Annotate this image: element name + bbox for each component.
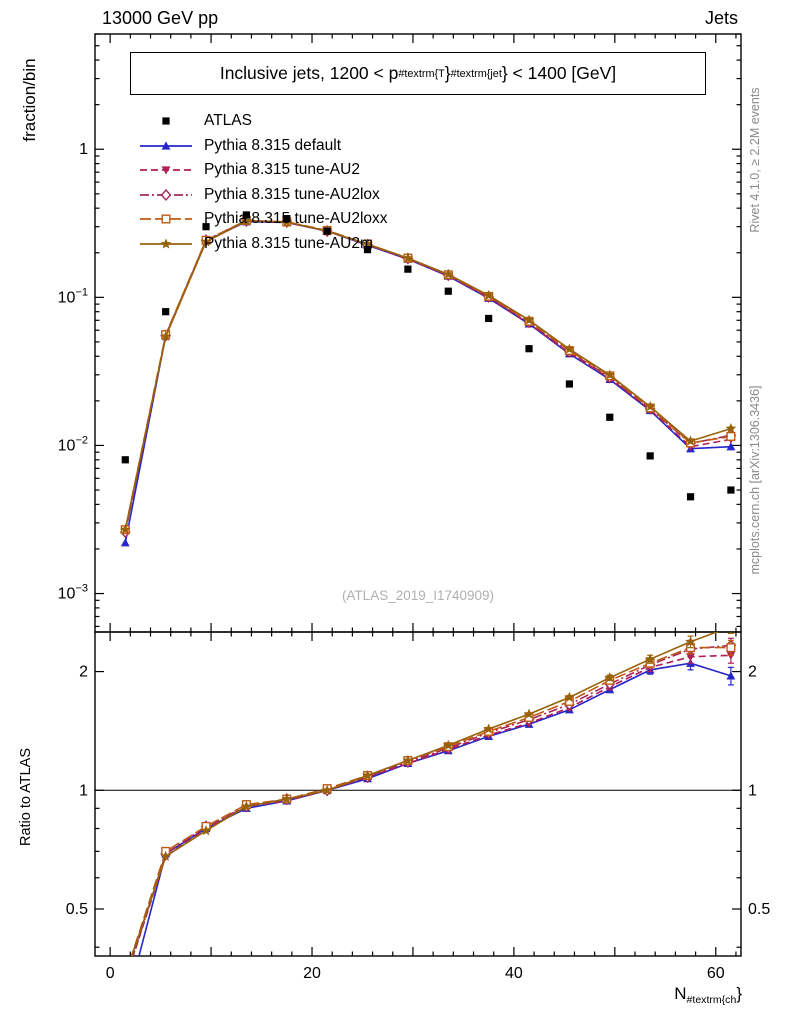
legend-label: ATLAS (204, 112, 252, 129)
rivet-version-label: Rivet 4.1.0, ≥ 2.2M events (748, 87, 762, 233)
legend-swatch (140, 188, 192, 201)
xlabel-part-sub: #textrm{ch (686, 994, 737, 1007)
beam-energy-label: 13000 GeV pp (102, 8, 219, 28)
svg-text:60: 60 (707, 965, 725, 982)
title-part-pre: Inclusive jets, 1200 < p (219, 63, 399, 83)
svg-text:10−2: 10−2 (58, 434, 88, 454)
legend-label: Pythia 8.315 tune-AU2 (204, 161, 360, 178)
series-ratio-pythia-8-315-tune-au2lox (132, 637, 737, 956)
title-part-post: } < 1400 [GeV] (501, 63, 617, 83)
svg-text:1: 1 (748, 782, 757, 799)
svg-text:2: 2 (79, 664, 88, 681)
title-part-sub: #textrm{T (398, 67, 445, 80)
svg-text:2: 2 (748, 664, 757, 681)
plot-title: Inclusive jets, 1200 < p #textrm{T} #textr… (130, 52, 706, 95)
legend-swatch (140, 166, 192, 175)
xlabel-part-pre: N (674, 984, 687, 1003)
x-axis-label: N#textrm{ch} (674, 984, 742, 1006)
analysis-group-label: Jets (704, 8, 738, 28)
legend-swatch (140, 237, 192, 249)
title-part-sup: #textrm{jet (450, 67, 502, 80)
legend-item-pythia-8-315-tune-au2m: Pythia 8.315 tune-AU2m (138, 235, 388, 253)
series-ratio-pythia-8-315-tune-au2m (130, 632, 734, 956)
series-ratio-pythia-8-315-tune-au2 (132, 647, 736, 956)
y-axis-label-main: fraction/bin (20, 58, 39, 142)
analysis-id-watermark: (ATLAS_2019_I1740909) (341, 588, 495, 603)
svg-text:10−3: 10−3 (58, 583, 88, 603)
y-axis-label-ratio: Ratio to ATLAS (18, 747, 34, 847)
legend-swatch (140, 140, 192, 150)
legend-item-atlas: ATLAS (138, 112, 388, 130)
legend: ATLAS Pythia 8.315 default Pythia 8.315 tu… (138, 112, 388, 259)
legend-label: Pythia 8.315 tune-AU2loxx (204, 210, 388, 227)
svg-text:1: 1 (79, 782, 88, 799)
legend-item-pythia-8-315-tune-au2loxx: Pythia 8.315 tune-AU2loxx (138, 210, 388, 228)
svg-text:0.5: 0.5 (66, 901, 88, 918)
legend-swatch (140, 214, 192, 224)
svg-text:40: 40 (505, 965, 523, 982)
legend-swatch (162, 117, 170, 125)
svg-text:0.5: 0.5 (748, 901, 770, 918)
svg-text:20: 20 (303, 965, 321, 982)
series-main-pythia-8-315-tune-au2m (119, 215, 737, 535)
series-main-pythia-8-315-tune-au2lox (119, 214, 737, 539)
legend-label: Pythia 8.315 tune-AU2lox (204, 185, 380, 203)
legend-label: Pythia 8.315 default (204, 136, 342, 154)
title-part-mid: } (444, 63, 451, 83)
legend-item-pythia-8-315-tune-au2lox: Pythia 8.315 tune-AU2lox (138, 186, 388, 204)
svg-text:10−1: 10−1 (58, 286, 88, 306)
ratio-panel-frame (94, 631, 742, 957)
legend-label: Pythia 8.315 tune-AU2m (204, 234, 373, 252)
series-main-pythia-8-315-tune-au2 (120, 217, 736, 537)
series-ratio-pythia-8-315-default (138, 656, 736, 956)
legend-item-pythia-8-315-tune-au2: Pythia 8.315 tune-AU2 (138, 161, 388, 179)
series-ratio-pythia-8-315-tune-au2loxx (130, 639, 736, 956)
legend-item-pythia-8-315-default: Pythia 8.315 default (138, 137, 388, 155)
svg-text:1: 1 (79, 141, 88, 158)
series-main-pythia-8-315-tune-au2loxx (120, 215, 736, 535)
xlabel-part-post: } (736, 984, 742, 1003)
svg-text:0: 0 (106, 965, 115, 982)
mcplots-attribution-label: mcplots.cern.ch [arXiv:1306.3436] (748, 385, 762, 575)
atlas-data-points (121, 211, 735, 501)
axis-ticks (95, 33, 741, 956)
